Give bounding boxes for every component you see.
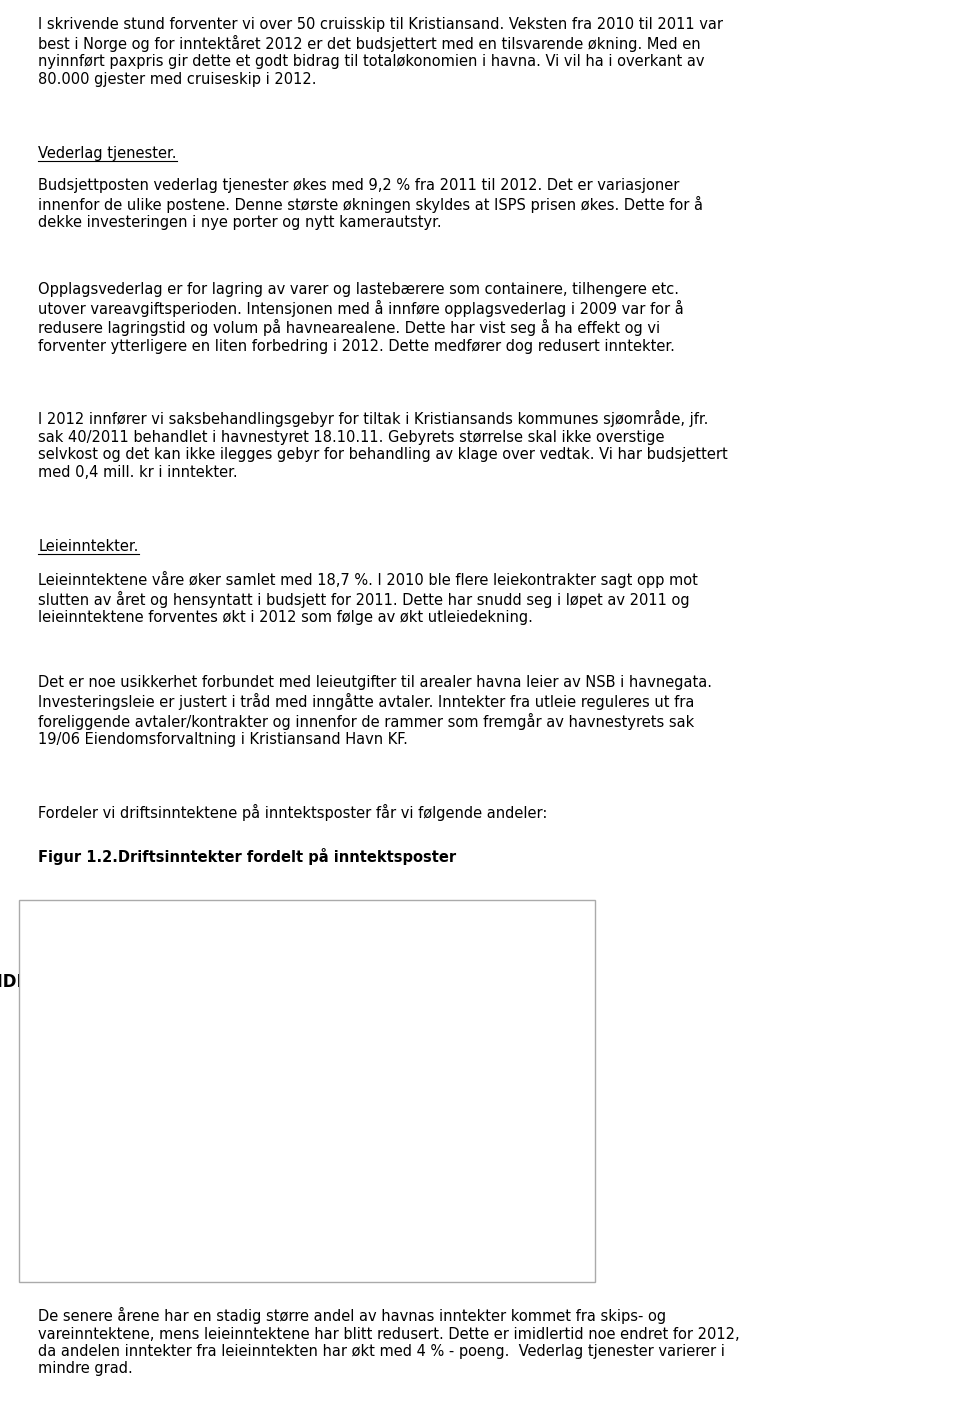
Text: Leieinntekter.: Leieinntekter. xyxy=(38,539,139,554)
Text: Fordeler vi driftsinntektene på inntektsposter får vi følgende andeler:: Fordeler vi driftsinntektene på inntekts… xyxy=(38,803,548,822)
Polygon shape xyxy=(184,1048,331,1106)
Polygon shape xyxy=(348,1085,497,1161)
Text: Opplagsvederlag er for lagring av varer og lastebærere som containere, tilhenger: Opplagsvederlag er for lagring av varer … xyxy=(38,281,684,354)
Text: Vederlag
tjenester
16 %: Vederlag tjenester 16 % xyxy=(136,1237,204,1280)
Polygon shape xyxy=(348,1085,497,1135)
Text: Budsjettposten vederlag tjenester økes med 9,2 % fra 2011 til 2012. Det er varia: Budsjettposten vederlag tjenester økes m… xyxy=(38,178,704,230)
Text: Figur 1.2.Driftsinntekter fordelt på inntektsposter: Figur 1.2.Driftsinntekter fordelt på inn… xyxy=(38,848,457,865)
Polygon shape xyxy=(348,1085,405,1199)
Polygon shape xyxy=(405,1099,497,1199)
Text: De senere årene har en stadig større andel av havnas inntekter kommet fra skips-: De senere årene har en stadig større and… xyxy=(38,1308,740,1376)
Polygon shape xyxy=(172,1062,319,1118)
Text: ANDEL DRIFTSINNTEKTER 2012: ANDEL DRIFTSINNTEKTER 2012 xyxy=(0,973,269,991)
Text: Det er noe usikkerhet forbundet med leieutgifter til arealer havna leier av NSB : Det er noe usikkerhet forbundet med leie… xyxy=(38,676,712,747)
Polygon shape xyxy=(167,1082,376,1202)
Polygon shape xyxy=(319,1082,376,1196)
Polygon shape xyxy=(331,1068,480,1120)
Polygon shape xyxy=(480,1069,483,1120)
Text: I 2012 innfører vi saksbehandlingsgebyr for tiltak i Kristiansands kommunes sjøo: I 2012 innfører vi saksbehandlingsgebyr … xyxy=(38,410,728,479)
Polygon shape xyxy=(184,984,483,1082)
Text: Vederlag tjenester.: Vederlag tjenester. xyxy=(38,146,177,161)
Text: Leieinntekter
35 %: Leieinntekter 35 % xyxy=(86,991,187,1019)
Text: I skrivende stund forventer vi over 50 cruisskip til Kristiansand. Veksten fra 2: I skrivende stund forventer vi over 50 c… xyxy=(38,17,724,86)
Text: Skip/vare
49 %: Skip/vare 49 % xyxy=(492,1046,563,1075)
Text: Leieinntektene våre øker samlet med 18,7 %. I 2010 ble flere leiekontrakter sagt: Leieinntektene våre øker samlet med 18,7… xyxy=(38,571,698,625)
Polygon shape xyxy=(167,1062,376,1165)
